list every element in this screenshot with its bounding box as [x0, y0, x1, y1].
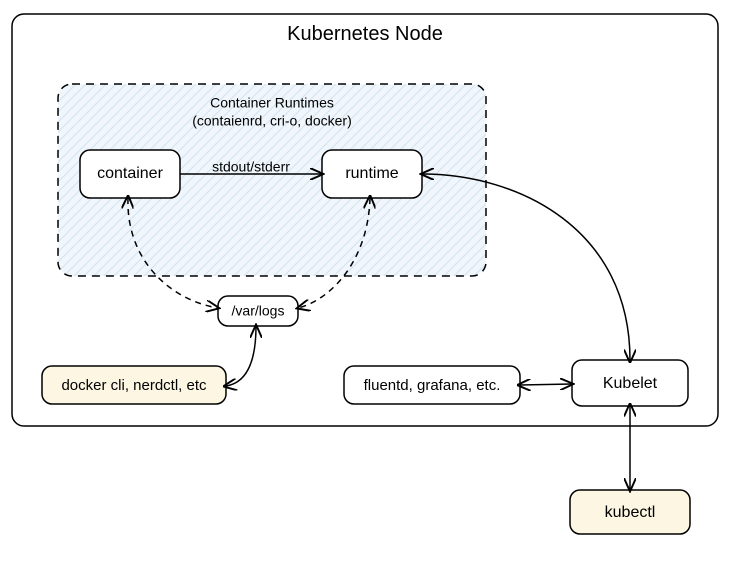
edge-container-runtime-label: stdout/stderr — [212, 159, 290, 175]
node-dockercli-label: docker cli, nerdctl, etc — [61, 377, 207, 394]
node-fluentd-label: fluentd, grafana, etc. — [364, 377, 501, 394]
kubernetes-node-diagram: Kubernetes Node Container Runtimes (cont… — [0, 0, 730, 561]
diagram-title: Kubernetes Node — [287, 23, 443, 45]
runtimes-title-line1: Container Runtimes — [210, 95, 334, 111]
node-runtime-label: runtime — [345, 165, 398, 182]
node-varlogs-label: /var/logs — [232, 303, 285, 319]
node-container-label: container — [97, 165, 163, 182]
node-kubelet-label: Kubelet — [603, 375, 658, 392]
runtimes-title-line2: (contaienrd, cri-o, docker) — [192, 113, 352, 129]
edge-fluentd-kubelet — [520, 384, 572, 385]
node-kubectl-label: kubectl — [605, 504, 656, 521]
